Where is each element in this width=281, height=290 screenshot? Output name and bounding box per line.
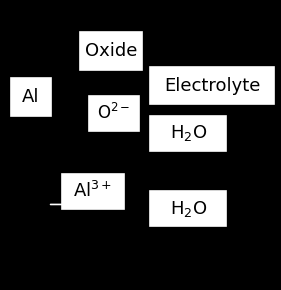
Text: H$_2$O: H$_2$O [170, 199, 207, 219]
Text: Al: Al [22, 88, 40, 106]
Text: O$^{2-}$: O$^{2-}$ [97, 103, 131, 123]
Text: Al$^{3+}$: Al$^{3+}$ [73, 181, 112, 202]
Text: Electrolyte: Electrolyte [164, 77, 260, 95]
FancyBboxPatch shape [150, 67, 274, 104]
FancyBboxPatch shape [150, 116, 226, 151]
Text: H$_2$O: H$_2$O [170, 124, 207, 143]
FancyBboxPatch shape [11, 78, 51, 116]
Text: Oxide: Oxide [85, 42, 137, 60]
FancyBboxPatch shape [80, 32, 142, 70]
FancyBboxPatch shape [62, 174, 124, 209]
FancyBboxPatch shape [150, 191, 226, 226]
FancyBboxPatch shape [89, 96, 139, 130]
